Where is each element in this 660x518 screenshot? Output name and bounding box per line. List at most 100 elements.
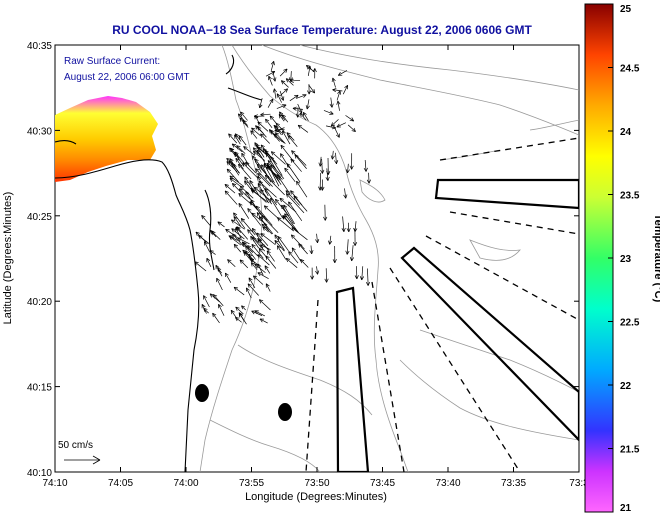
current-vector-head [295, 113, 300, 118]
current-vector [268, 76, 273, 86]
current-vector [276, 93, 282, 103]
current-vector [266, 164, 282, 185]
y-tick-label: 40:20 [27, 297, 52, 308]
current-vector [229, 236, 242, 246]
current-vector-head [252, 151, 258, 156]
x-tick-label: 73:35 [501, 478, 526, 489]
current-vector-head [231, 183, 237, 188]
current-vector [342, 216, 345, 232]
current-vector [274, 240, 285, 252]
current-vector-head [349, 117, 355, 122]
current-vector [286, 193, 305, 214]
current-vector-head [343, 194, 348, 199]
current-vector [252, 237, 266, 252]
colorbar-tick-label: 24.5 [620, 64, 640, 75]
current-vector [213, 294, 224, 307]
current-vector-head [291, 150, 296, 155]
current-vector [279, 111, 286, 121]
current-vector [262, 226, 269, 233]
x-axis-label: Longitude (Degrees:Minutes) [245, 491, 387, 503]
current-vector-head [233, 286, 239, 291]
current-vector-head [260, 133, 265, 138]
current-vector-head [265, 166, 270, 171]
current-vector-head [229, 236, 234, 241]
current-vector-head [209, 293, 215, 298]
current-vector-head [224, 183, 229, 189]
bathymetry-contours [199, 45, 579, 472]
current-vector [216, 277, 223, 291]
current-vector [254, 186, 271, 201]
current-vector-head [298, 243, 303, 248]
colorbar-label: Temperature (°C) [652, 214, 660, 303]
current-vector [298, 243, 308, 255]
current-vector [351, 245, 354, 261]
current-vector [252, 147, 263, 158]
current-vector [236, 145, 246, 154]
current-vector-head [257, 239, 262, 244]
current-vector-head [283, 204, 288, 209]
current-vector [260, 233, 276, 245]
x-axis-ticks: 74:10 74:05 74:00 73:55 73:50 73:45 73:40 73:35… [42, 45, 589, 489]
x-tick-label: 74:05 [108, 478, 133, 489]
current-vector-head [258, 180, 263, 186]
current-vector-head [265, 118, 270, 124]
current-vector [209, 293, 220, 303]
current-vector [291, 234, 305, 250]
current-vector [286, 163, 301, 183]
current-vector [279, 197, 297, 213]
current-vector-head [274, 125, 279, 130]
current-vector-head [363, 167, 368, 172]
current-vector-head [290, 190, 295, 195]
current-vector-head [259, 318, 264, 323]
x-tick-label: 73:50 [304, 478, 329, 489]
current-vector [290, 158, 302, 172]
current-vector [211, 231, 221, 240]
current-vector-head [264, 188, 269, 193]
current-vector [224, 184, 236, 194]
current-vector-head [195, 231, 200, 236]
current-vector [288, 251, 299, 264]
current-vector-head [230, 147, 235, 153]
current-vector-head [203, 295, 207, 300]
current-vector-head [224, 190, 229, 195]
current-vector-head [252, 147, 258, 152]
current-vector-head [284, 167, 289, 173]
current-vector [229, 158, 240, 173]
current-vector [296, 94, 307, 99]
current-vector-head [228, 133, 233, 138]
current-vector-head [324, 278, 329, 283]
current-vector-head [203, 241, 208, 246]
current-vector [236, 226, 249, 240]
current-vector [225, 272, 232, 283]
current-vector [253, 275, 264, 285]
current-vector [330, 97, 333, 108]
current-vector [257, 173, 271, 187]
current-vector [334, 128, 340, 138]
current-vector-head [227, 259, 232, 264]
current-vector-head [233, 243, 238, 249]
current-vector-head [315, 238, 320, 244]
current-vector [259, 299, 271, 311]
current-vector-head [255, 125, 260, 130]
current-vector [250, 130, 258, 139]
current-vector-head [353, 241, 358, 246]
current-vector-head [285, 190, 290, 195]
current-vector [247, 229, 259, 243]
current-vector [259, 98, 263, 108]
current-vector [294, 154, 307, 169]
current-vector [265, 71, 276, 77]
current-vector [232, 183, 244, 195]
current-vector [265, 283, 271, 292]
current-vector-head [253, 186, 259, 191]
current-vector [234, 152, 245, 167]
current-vector-head [250, 235, 255, 241]
current-vector-head [233, 216, 238, 221]
current-vector-head [332, 88, 337, 93]
current-vector [234, 134, 241, 145]
colorbar-tick-label: 23 [620, 254, 632, 265]
current-vector-head [334, 160, 339, 165]
current-vector [296, 181, 308, 198]
current-vector-head [283, 88, 288, 93]
current-vector [284, 167, 296, 183]
colorbar-tick-label: 22 [620, 381, 632, 392]
